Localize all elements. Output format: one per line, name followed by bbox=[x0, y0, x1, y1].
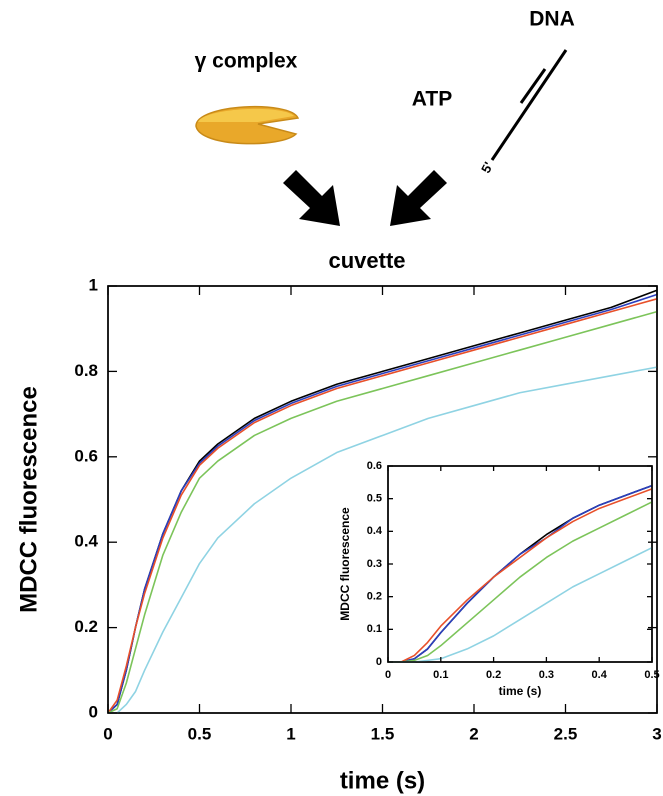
y-tick-label: 0 bbox=[376, 656, 382, 668]
x-tick-label: 0 bbox=[385, 669, 391, 681]
plot-frame bbox=[387, 465, 653, 663]
x-tick-label: 1.5 bbox=[371, 724, 395, 743]
x-axis-label: time (s) bbox=[340, 767, 425, 794]
y-tick-label: 0.2 bbox=[74, 617, 98, 636]
y-tick-label: 1 bbox=[89, 275, 98, 294]
x-tick-label: 0.5 bbox=[188, 724, 212, 743]
plot-area bbox=[387, 465, 653, 663]
trace bbox=[388, 546, 653, 663]
y-tick-label: 0.1 bbox=[367, 623, 382, 635]
x-tick-label: 0 bbox=[103, 724, 112, 743]
y-tick-label: 0 bbox=[89, 702, 98, 721]
x-axis-label: time (s) bbox=[499, 684, 542, 698]
atp-label: ATP bbox=[412, 88, 452, 111]
trace bbox=[107, 310, 658, 714]
x-tick-label: 0.3 bbox=[539, 669, 554, 681]
trace bbox=[388, 484, 653, 663]
trace bbox=[108, 366, 658, 714]
x-tick-label: 3 bbox=[652, 724, 661, 743]
x-tick-label: 2 bbox=[469, 724, 478, 743]
trace bbox=[107, 293, 658, 714]
x-tick-label: 0.5 bbox=[644, 669, 659, 681]
trace bbox=[388, 488, 653, 663]
x-tick-label: 2.5 bbox=[554, 724, 578, 743]
y-tick-label: 0.5 bbox=[367, 493, 382, 505]
complex-label: γ complex bbox=[195, 50, 298, 73]
main-chart: 0 0.5 1 1.5 2 2.5 3 0 0.2 0.4 0.6 0.8 1 time (s) MDCC … bbox=[15, 275, 661, 794]
plot-frame bbox=[107, 285, 658, 714]
cuvette-label: cuvette bbox=[328, 248, 405, 273]
x-tick-label: 0.4 bbox=[592, 669, 608, 681]
plot-area bbox=[107, 285, 658, 714]
y-tick-label: 0.3 bbox=[367, 558, 382, 570]
arrow-left bbox=[283, 170, 340, 226]
x-tick-label: 0.2 bbox=[486, 669, 501, 681]
schematic: γ complex ATP DNA 5' cuvette bbox=[195, 8, 575, 273]
y-axis-label: MDCC fluorescence bbox=[15, 386, 42, 613]
trace bbox=[388, 501, 653, 663]
x-tick-label: 0.1 bbox=[433, 669, 448, 681]
trace bbox=[388, 484, 653, 663]
x-tick-label: 1 bbox=[286, 724, 295, 743]
dna-primer bbox=[519, 68, 547, 104]
trace bbox=[107, 289, 658, 714]
y-axis-label: MDCC fluorescence bbox=[338, 507, 352, 621]
trace bbox=[107, 298, 658, 714]
dna-label: DNA bbox=[529, 8, 575, 31]
five-prime-label: 5' bbox=[478, 159, 496, 175]
y-tick-label: 0.4 bbox=[74, 532, 98, 551]
y-tick-label: 0.8 bbox=[74, 361, 98, 380]
y-tick-label: 0.6 bbox=[367, 460, 382, 472]
dna-strand bbox=[490, 49, 568, 161]
y-tick-label: 0.4 bbox=[367, 525, 383, 537]
arrow-right bbox=[390, 170, 447, 226]
gamma-complex-top bbox=[198, 108, 294, 122]
y-tick-label: 0.6 bbox=[74, 446, 98, 465]
y-tick-label: 0.2 bbox=[367, 591, 382, 603]
inset-chart: 0 0.1 0.2 0.3 0.4 0.5 0 0.1 0.2 0.3 0.4 0.5 0.6 time … bbox=[338, 460, 659, 698]
